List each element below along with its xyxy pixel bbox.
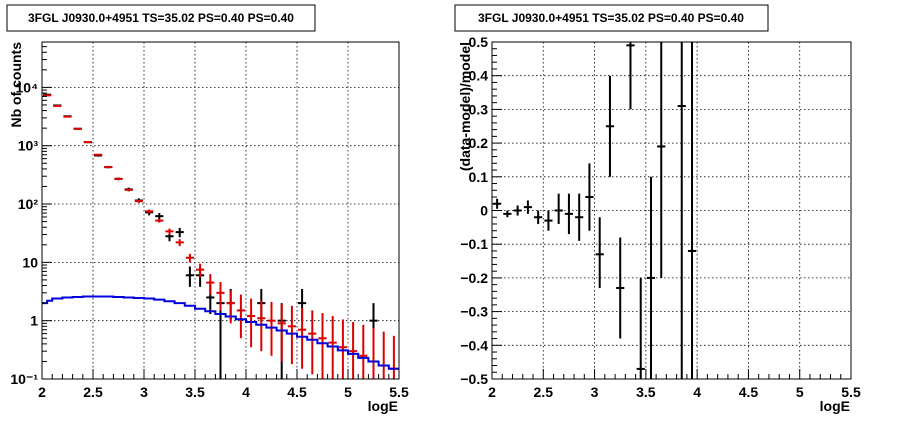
residual-x-tick-label: 4 — [693, 384, 701, 400]
residual-x-tick-label: 5.5 — [841, 384, 861, 400]
residual-x-tick-label: 4.5 — [739, 384, 759, 400]
residual-y-tick-label: 0.5 — [469, 34, 489, 50]
residual-panel: 3FGL J0930.0+4951 TS=35.02 PS=0.40 PS=0.… — [454, 4, 861, 414]
counts-y-tick-label: 10² — [18, 196, 39, 212]
counts-x-tick-label: 3 — [140, 384, 148, 400]
counts-y-tick-label: 1 — [30, 313, 38, 329]
counts-x-tick-label: 5 — [344, 384, 352, 400]
residual-y-tick-label: 0.3 — [469, 101, 489, 117]
residual-y-tick-label: 0.1 — [469, 169, 489, 185]
counts-x-tick-label: 4.5 — [287, 384, 307, 400]
counts-x-tick-label: 3.5 — [185, 384, 205, 400]
counts-x-tick-label: 2.5 — [83, 384, 103, 400]
counts-y-tick-label: 10³ — [18, 138, 39, 154]
residual-x-tick-label: 3.5 — [636, 384, 656, 400]
counts-x-axis-title: logE — [368, 398, 398, 414]
counts-ticks: 2 2.5 3 3.5 4 4.5 5 5.5 10⁻¹ 1 10 10² 10³ 10⁴ — [10, 46, 409, 400]
residual-x-tick-label: 2.5 — [534, 384, 554, 400]
residual-ticks: 2 2.5 3 3.5 4 4.5 5 5.5 −0.5 −0.4 −0.3 −0.2 −0.1 0 0.1… — [460, 34, 861, 400]
residual-y-axis-title: (data-model)/model — [457, 42, 473, 171]
counts-plot — [42, 93, 399, 379]
counts-series-0 — [43, 93, 378, 379]
residual-y-tick-label: −0.3 — [460, 304, 488, 320]
counts-grid — [42, 42, 399, 379]
counts-x-tick-label: 2 — [38, 384, 46, 400]
residual-x-tick-label: 5 — [796, 384, 804, 400]
counts-x-tick-label: 5.5 — [389, 384, 409, 400]
counts-x-tick-label: 4 — [242, 384, 250, 400]
counts-y-axis-title: Nb of counts — [8, 42, 24, 128]
residual-y-tick-label: 0.4 — [469, 68, 489, 84]
residual-grid — [492, 42, 851, 379]
residual-x-tick-label: 2 — [488, 384, 496, 400]
counts-title: 3FGL J0930.0+4951 TS=35.02 PS=0.40 PS=0.… — [28, 11, 294, 25]
residual-y-tick-label: 0 — [480, 203, 488, 219]
residual-y-tick-label: 0.2 — [469, 135, 489, 151]
residual-x-axis-title: logE — [820, 398, 850, 414]
counts-title-box — [6, 4, 316, 32]
counts-y-tick-label: 10⁻¹ — [10, 371, 38, 387]
counts-y-tick-label: 10⁴ — [16, 79, 39, 95]
residual-y-tick-label: −0.5 — [460, 371, 488, 387]
counts-panel: 3FGL J0930.0+4951 TS=35.02 PS=0.40 PS=0.… — [6, 4, 409, 414]
residual-title: 3FGL J0930.0+4951 TS=35.02 PS=0.40 PS=0.… — [478, 11, 744, 25]
residual-x-tick-label: 3 — [591, 384, 599, 400]
residual-title-box — [454, 4, 769, 32]
residual-y-tick-label: −0.4 — [460, 337, 488, 353]
residual-series-0 — [493, 42, 697, 379]
residual-y-tick-label: −0.1 — [460, 236, 488, 252]
counts-y-tick-label: 10 — [22, 254, 38, 270]
counts-frame — [41, 41, 400, 380]
residual-y-tick-label: −0.2 — [460, 270, 488, 286]
counts-model-step-line — [42, 295, 399, 370]
residual-plot — [493, 42, 697, 379]
